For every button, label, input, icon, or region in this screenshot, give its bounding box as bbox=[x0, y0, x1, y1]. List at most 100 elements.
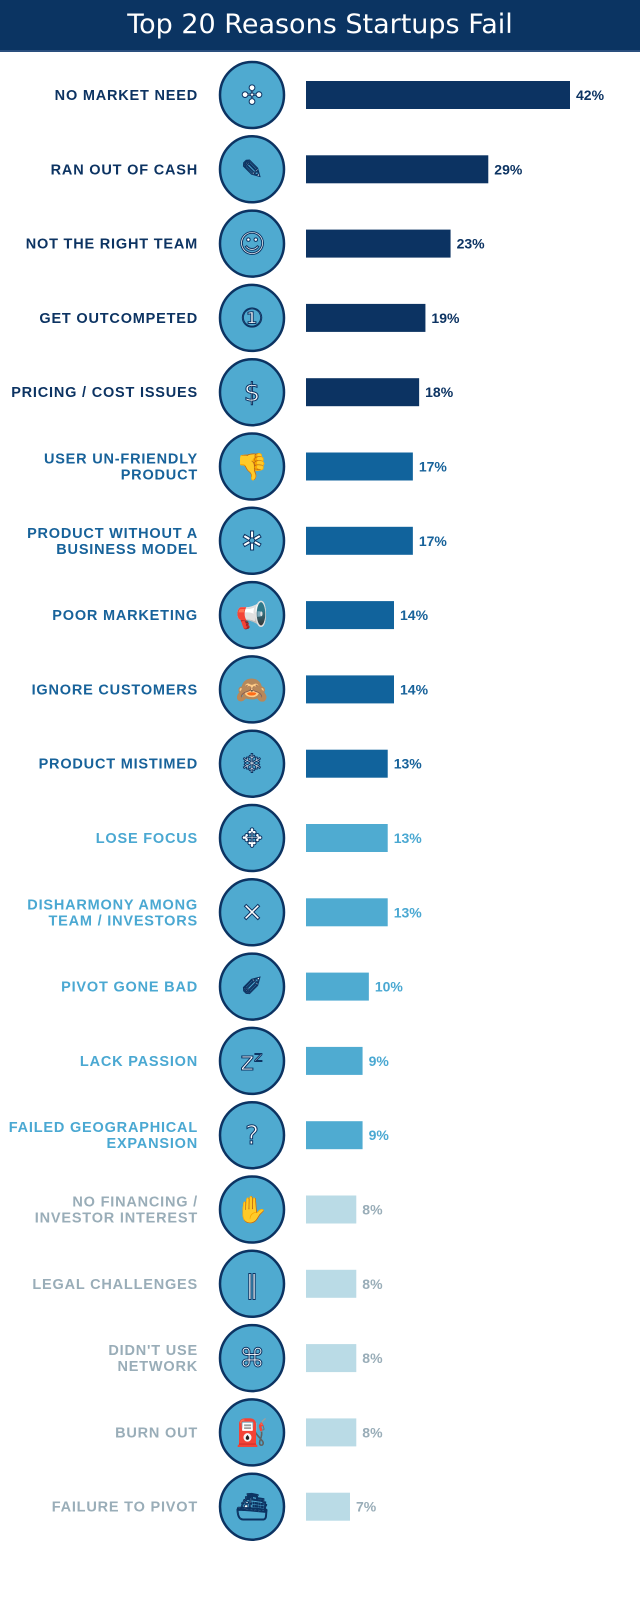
bar bbox=[306, 1195, 357, 1224]
value-label: 17% bbox=[419, 459, 448, 475]
svg-text:⛽: ⛽ bbox=[236, 1417, 268, 1448]
value-label: 19% bbox=[431, 310, 460, 326]
svg-text:⌘: ⌘ bbox=[239, 1344, 265, 1374]
bar-row: LEGAL CHALLENGES ‖ 8% bbox=[32, 1249, 383, 1319]
svg-text:‖: ‖ bbox=[246, 1270, 259, 1300]
svg-text:☺: ☺ bbox=[238, 230, 265, 260]
empty-pocket-icon: ✎ bbox=[218, 135, 286, 204]
svg-text:⛴: ⛴ bbox=[235, 1493, 268, 1523]
svg-text:?: ? bbox=[245, 1121, 259, 1151]
value-label: 18% bbox=[425, 384, 454, 400]
bar bbox=[306, 1492, 350, 1521]
coins-icon: $ bbox=[218, 357, 286, 427]
svg-text:✣: ✣ bbox=[241, 81, 263, 111]
bar-row: BURN OUT ⛽ 8% bbox=[115, 1398, 383, 1467]
fuel-pump-icon: ⛽ bbox=[218, 1398, 286, 1467]
bar bbox=[306, 229, 451, 258]
svg-text:✲: ✲ bbox=[241, 527, 263, 557]
category-label: USER UN-FRIENDLY bbox=[44, 452, 198, 468]
title-banner: Top 20 Reasons Startups Fail bbox=[0, 0, 640, 52]
bar bbox=[306, 452, 413, 481]
bar-row: POOR MARKETING 📢 14% bbox=[52, 580, 429, 650]
value-label: 8% bbox=[362, 1276, 383, 1292]
category-label: PRODUCT MISTIMED bbox=[39, 757, 198, 773]
category-label: PRODUCT WITHOUT A bbox=[27, 526, 198, 542]
svg-text:✐: ✐ bbox=[241, 973, 263, 1003]
category-label: DIDN'T USE bbox=[108, 1343, 198, 1359]
category-label: NO FINANCING / bbox=[72, 1195, 198, 1211]
category-label: IGNORE CUSTOMERS bbox=[32, 682, 198, 698]
bar bbox=[306, 526, 413, 555]
see-no-evil-monkey-icon: 🙈 bbox=[218, 655, 286, 724]
bar-row: LACK PASSION zᶻ 9% bbox=[80, 1026, 390, 1096]
category-label: RAN OUT OF CASH bbox=[51, 162, 198, 178]
value-label: 14% bbox=[400, 607, 429, 623]
category-label: LACK PASSION bbox=[80, 1054, 198, 1070]
value-label: 14% bbox=[400, 681, 429, 697]
bar-row: NO FINANCING /INVESTOR INTEREST ✋ 8% bbox=[35, 1175, 383, 1244]
svg-text:🙈: 🙈 bbox=[236, 675, 268, 705]
svg-text:📢: 📢 bbox=[236, 600, 268, 631]
svg-text:❄: ❄ bbox=[241, 750, 263, 780]
bar bbox=[306, 1418, 357, 1447]
team-icon: ☺ bbox=[218, 209, 286, 278]
value-label: 8% bbox=[362, 1350, 383, 1366]
svg-text:👎: 👎 bbox=[236, 453, 268, 483]
map-pin-question-icon: ? bbox=[218, 1100, 286, 1170]
category-label: BURN OUT bbox=[115, 1425, 198, 1441]
category-label: FAILED GEOGRAPHICAL bbox=[9, 1120, 198, 1136]
bar-row: PRICING / COST ISSUES $18% bbox=[11, 357, 454, 427]
bar bbox=[306, 675, 394, 704]
value-label: 7% bbox=[356, 1499, 377, 1515]
network-icon: ⌘ bbox=[218, 1323, 286, 1393]
oars-icon: ✕ bbox=[218, 878, 286, 947]
bar-row: RAN OUT OF CASH ✎ 29% bbox=[51, 135, 523, 204]
category-label: EXPANSION bbox=[106, 1136, 198, 1152]
bar bbox=[306, 824, 388, 852]
bar bbox=[306, 972, 369, 1001]
bar-row: NO MARKET NEED ✣ 42% bbox=[55, 60, 605, 130]
category-label: NO MARKET NEED bbox=[55, 88, 198, 104]
bar-row: FAILURE TO PIVOT ⛴ 7% bbox=[52, 1472, 377, 1541]
open-hand-icon: ✋ bbox=[218, 1175, 286, 1244]
bar-row: IGNORE CUSTOMERS 🙈 14% bbox=[32, 655, 429, 724]
cart-wheel-icon: ✲ bbox=[218, 506, 286, 576]
svg-text:zᶻ: zᶻ bbox=[240, 1047, 263, 1077]
svg-text:✥: ✥ bbox=[241, 824, 263, 854]
category-label: PRICING / COST ISSUES bbox=[11, 385, 198, 401]
podium-icon: ① bbox=[218, 283, 286, 353]
svg-text:$: $ bbox=[244, 378, 261, 408]
svg-text:✎: ✎ bbox=[241, 155, 263, 185]
sinking-ship-icon: ⛴ bbox=[218, 1472, 286, 1541]
sleep-icon: zᶻ bbox=[218, 1026, 286, 1096]
scatter-arrows-icon: ✥ bbox=[218, 803, 286, 873]
category-label: TEAM / INVESTORS bbox=[49, 913, 199, 929]
bar bbox=[306, 1344, 357, 1373]
bar-row: PIVOT GONE BAD ✐ 10% bbox=[61, 952, 403, 1021]
category-label: PIVOT GONE BAD bbox=[61, 980, 198, 996]
bar bbox=[306, 749, 388, 778]
category-label: FAILURE TO PIVOT bbox=[52, 1500, 198, 1516]
category-label: NOT THE RIGHT TEAM bbox=[26, 237, 198, 253]
value-label: 8% bbox=[362, 1424, 383, 1440]
category-label: LOSE FOCUS bbox=[96, 831, 198, 847]
category-label: DISHARMONY AMONG bbox=[27, 897, 198, 913]
category-label: POOR MARKETING bbox=[52, 608, 198, 624]
bar-row: LOSE FOCUS ✥ 13% bbox=[96, 803, 423, 873]
bar bbox=[306, 1269, 357, 1298]
value-label: 13% bbox=[394, 830, 423, 846]
bar bbox=[306, 1046, 363, 1075]
chart-title: Top 20 Reasons Startups Fail bbox=[127, 9, 513, 40]
value-label: 23% bbox=[457, 236, 486, 252]
bar bbox=[306, 601, 394, 630]
bar bbox=[306, 378, 420, 407]
puzzle-icon: ✣ bbox=[218, 60, 286, 130]
value-label: 9% bbox=[369, 1053, 390, 1069]
value-label: 42% bbox=[576, 87, 605, 103]
value-label: 17% bbox=[419, 533, 448, 549]
